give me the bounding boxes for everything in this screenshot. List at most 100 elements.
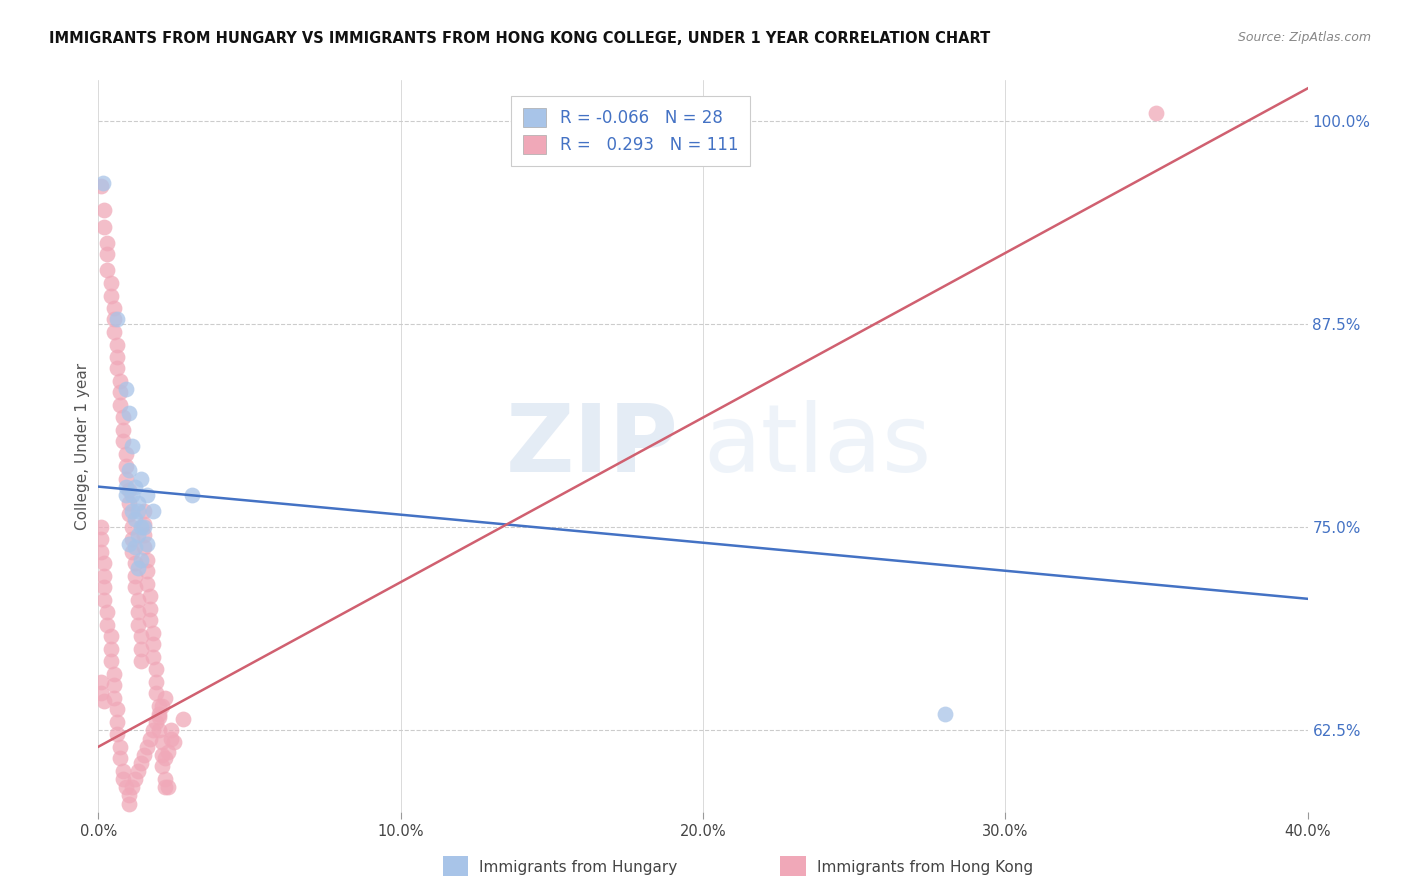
- Point: [150, 699, 173, 714]
- Point: [148, 723, 170, 738]
- Point: [96, 605, 118, 619]
- Point: [114, 488, 136, 502]
- Point: [114, 458, 136, 473]
- Point: [450, 886, 472, 892]
- Point: [153, 780, 176, 795]
- Point: [145, 674, 167, 689]
- Point: [114, 780, 136, 795]
- Point: [100, 289, 122, 303]
- Point: [96, 235, 118, 250]
- Point: [129, 629, 152, 643]
- Point: [121, 780, 143, 795]
- Point: [90, 544, 112, 558]
- Point: [153, 772, 176, 787]
- Point: [108, 385, 131, 400]
- Point: [127, 605, 149, 619]
- Point: [148, 710, 170, 724]
- Point: [153, 751, 176, 765]
- Point: [129, 520, 152, 534]
- Text: Immigrants from Hungary: Immigrants from Hungary: [479, 860, 678, 874]
- Point: [156, 745, 179, 759]
- Point: [90, 674, 112, 689]
- Point: [139, 613, 162, 627]
- Point: [111, 434, 134, 449]
- Point: [90, 178, 112, 193]
- Point: [108, 751, 131, 765]
- Point: [111, 409, 134, 424]
- Point: [135, 553, 157, 567]
- Point: [132, 520, 155, 534]
- Point: [124, 512, 146, 526]
- Text: ZIP: ZIP: [506, 400, 679, 492]
- Point: [108, 739, 131, 754]
- Point: [145, 715, 167, 730]
- Point: [139, 589, 162, 603]
- Point: [103, 301, 125, 315]
- Point: [1144, 105, 1167, 120]
- Point: [124, 556, 146, 570]
- Point: [114, 447, 136, 461]
- Point: [118, 407, 141, 421]
- Point: [121, 439, 143, 453]
- Point: [145, 686, 167, 700]
- Point: [114, 480, 136, 494]
- Point: [148, 707, 170, 722]
- Point: [129, 756, 152, 770]
- Point: [96, 263, 118, 277]
- Point: [127, 504, 149, 518]
- Point: [91, 176, 114, 190]
- Point: [100, 654, 122, 668]
- Point: [105, 350, 128, 364]
- Point: [93, 593, 115, 607]
- Point: [156, 780, 179, 795]
- Point: [90, 686, 112, 700]
- Point: [172, 712, 194, 726]
- Point: [105, 727, 128, 741]
- Point: [142, 723, 165, 738]
- Point: [127, 764, 149, 778]
- Point: [105, 338, 128, 352]
- Point: [121, 504, 143, 518]
- Point: [93, 581, 115, 595]
- Point: [100, 277, 122, 291]
- Point: [127, 593, 149, 607]
- Point: [127, 561, 149, 575]
- Point: [93, 203, 115, 218]
- Point: [145, 662, 167, 676]
- Point: [142, 637, 165, 651]
- Point: [135, 577, 157, 591]
- Point: [93, 219, 115, 234]
- Point: [93, 556, 115, 570]
- Point: [118, 797, 141, 811]
- Text: IMMIGRANTS FROM HUNGARY VS IMMIGRANTS FROM HONG KONG COLLEGE, UNDER 1 YEAR CORRE: IMMIGRANTS FROM HUNGARY VS IMMIGRANTS FR…: [49, 31, 990, 46]
- Point: [103, 666, 125, 681]
- Point: [96, 617, 118, 632]
- Point: [111, 772, 134, 787]
- Point: [121, 544, 143, 558]
- Point: [124, 480, 146, 494]
- Point: [105, 361, 128, 376]
- Point: [103, 690, 125, 705]
- Point: [135, 536, 157, 550]
- Point: [103, 678, 125, 692]
- Point: [132, 540, 155, 554]
- Point: [103, 325, 125, 339]
- Point: [96, 247, 118, 261]
- Point: [135, 564, 157, 578]
- Point: [142, 650, 165, 665]
- Point: [114, 382, 136, 396]
- Point: [129, 471, 152, 485]
- Point: [105, 715, 128, 730]
- Point: [124, 772, 146, 787]
- Point: [135, 488, 157, 502]
- Point: [132, 528, 155, 542]
- Point: [124, 581, 146, 595]
- Point: [139, 731, 162, 746]
- Point: [118, 508, 141, 522]
- Point: [90, 520, 112, 534]
- Point: [118, 496, 141, 510]
- Point: [135, 739, 157, 754]
- Text: Immigrants from Hong Kong: Immigrants from Hong Kong: [817, 860, 1033, 874]
- Point: [132, 747, 155, 762]
- Point: [114, 471, 136, 485]
